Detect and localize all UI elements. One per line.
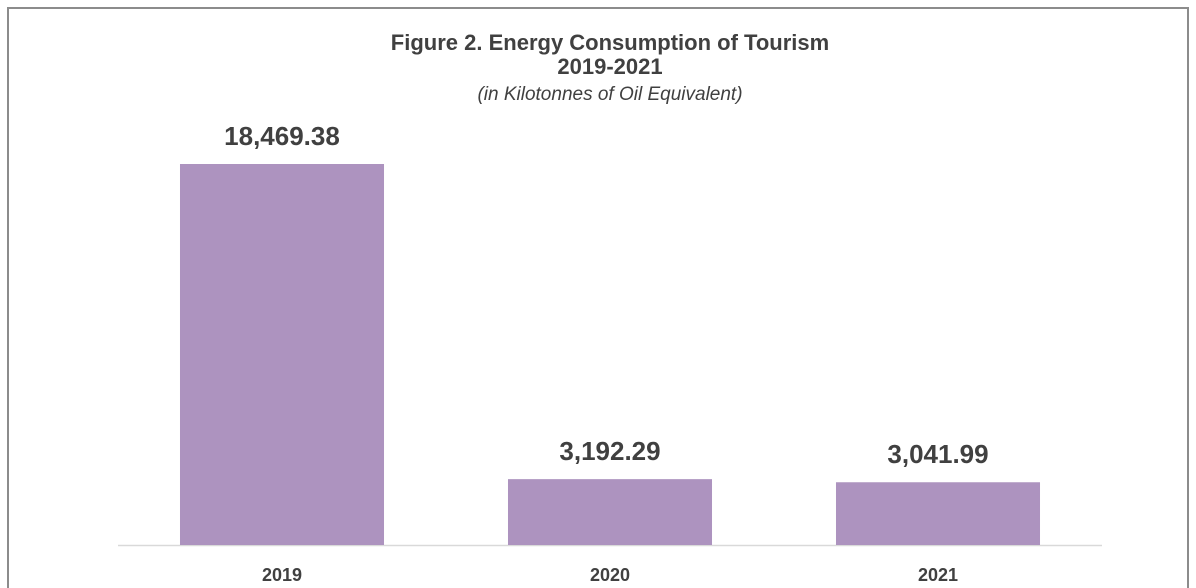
- bar: [835, 482, 1041, 545]
- x-tick-label: 2019: [262, 565, 302, 585]
- chart-title: 2019-2021: [557, 54, 662, 79]
- bar: [507, 479, 713, 545]
- x-tick-label: 2020: [590, 565, 630, 585]
- data-label: 3,041.99: [887, 439, 988, 469]
- chart-title: Figure 2. Energy Consumption of Tourism: [391, 30, 829, 55]
- bar: [179, 164, 385, 545]
- chart-subtitle: (in Kilotonnes of Oil Equivalent): [477, 84, 742, 105]
- data-label: 3,192.29: [559, 436, 660, 466]
- x-tick-label: 2021: [918, 565, 958, 585]
- data-label: 18,469.38: [224, 121, 340, 151]
